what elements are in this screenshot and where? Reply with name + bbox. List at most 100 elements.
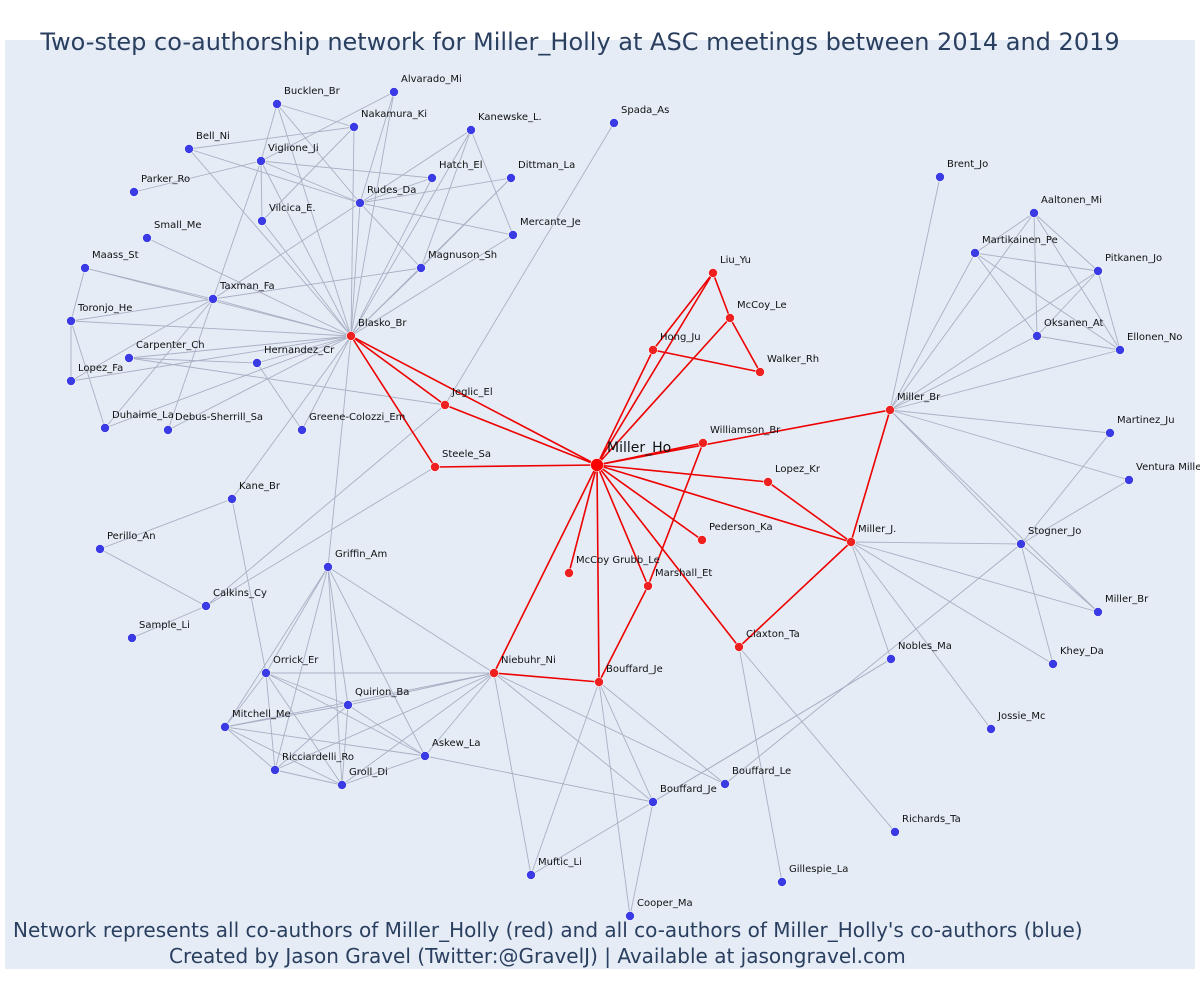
node-askew_la[interactable] bbox=[420, 751, 430, 761]
node-bell_ni[interactable] bbox=[184, 144, 194, 154]
edge-blasko_br-small_me bbox=[146, 237, 352, 337]
edge-groll_di-niebuhr_ni bbox=[341, 672, 495, 786]
edge-miller_br1-ellonen_no bbox=[889, 349, 1121, 411]
node-richards_ta[interactable] bbox=[890, 827, 900, 837]
node-aaltonen_mi[interactable] bbox=[1029, 208, 1039, 218]
edge-mitchell_me-niebuhr_ni bbox=[224, 672, 495, 728]
node-ellonen_no[interactable] bbox=[1115, 345, 1125, 355]
node-liu_yu[interactable] bbox=[708, 268, 718, 278]
node-bucklen_br[interactable] bbox=[272, 99, 282, 109]
node-bouffard_le[interactable] bbox=[720, 779, 730, 789]
edge-blasko_br-bucklen_br bbox=[276, 103, 352, 337]
node-walker_rh[interactable] bbox=[755, 367, 765, 377]
node-groll_di[interactable] bbox=[337, 780, 347, 790]
edge-mccoy_le-walker_rh bbox=[729, 317, 761, 373]
node-parker_ro[interactable] bbox=[129, 187, 139, 197]
edge-blasko_br-griffin_am bbox=[327, 335, 352, 568]
node-perillo_an[interactable] bbox=[95, 544, 105, 554]
node-miller_j[interactable] bbox=[846, 537, 856, 547]
node-hernandez_cr[interactable] bbox=[252, 358, 262, 368]
node-mccoy_le[interactable] bbox=[725, 313, 735, 323]
node-kane_br[interactable] bbox=[227, 494, 237, 504]
node-label-mccoygrubb_le: McCoy Grubb_Le bbox=[576, 555, 660, 566]
node-marshall_et[interactable] bbox=[643, 581, 653, 591]
node-miller_br1[interactable] bbox=[885, 405, 895, 415]
node-lopez_kr[interactable] bbox=[763, 477, 773, 487]
node-quirion_ba[interactable] bbox=[343, 700, 353, 710]
node-niebuhr_ni[interactable] bbox=[489, 668, 499, 678]
node-viglione_ji[interactable] bbox=[256, 156, 266, 166]
node-kanewske_l[interactable] bbox=[466, 125, 476, 135]
node-khey_da[interactable] bbox=[1048, 659, 1058, 669]
node-duhaime_la[interactable] bbox=[100, 423, 110, 433]
node-jeglic_el[interactable] bbox=[440, 400, 450, 410]
node-label-brent_jo: Brent_Jo bbox=[947, 159, 988, 170]
edge-niebuhr_ni-bouffard_le bbox=[493, 672, 726, 785]
node-mitchell_me[interactable] bbox=[220, 722, 230, 732]
node-dittman_la[interactable] bbox=[506, 173, 516, 183]
node-nobles_ma[interactable] bbox=[886, 654, 896, 664]
node-taxman_fa[interactable] bbox=[208, 294, 218, 304]
node-hong_ju[interactable] bbox=[648, 345, 658, 355]
edge-claxton_ta-gillespie_la bbox=[738, 646, 783, 883]
node-pitkanen_jo[interactable] bbox=[1093, 266, 1103, 276]
node-brent_jo[interactable] bbox=[935, 172, 945, 182]
node-mercante_je[interactable] bbox=[508, 230, 518, 240]
node-calkins_cy[interactable] bbox=[201, 601, 211, 611]
edge-mitchell_me-ricciardelli_ro bbox=[224, 726, 276, 771]
node-label-pederson_ka: Pederson_Ka bbox=[709, 522, 773, 533]
node-hatch_el[interactable] bbox=[427, 173, 437, 183]
node-jossie_mc[interactable] bbox=[986, 724, 996, 734]
node-rudes_da[interactable] bbox=[355, 198, 365, 208]
node-label-oksanen_at: Oksanen_At bbox=[1044, 318, 1103, 329]
node-oksanen_at[interactable] bbox=[1032, 331, 1042, 341]
node-blasko_br[interactable] bbox=[346, 331, 356, 341]
node-williamson_br[interactable] bbox=[698, 438, 708, 448]
edge-liu_yu-mccoy_le bbox=[712, 272, 731, 319]
node-griffin_am[interactable] bbox=[323, 562, 333, 572]
edge-griffin_am-mitchell_me bbox=[224, 566, 329, 728]
node-greenecolozzi_em[interactable] bbox=[297, 425, 307, 435]
node-nakamura_ki[interactable] bbox=[349, 122, 359, 132]
node-bouffard_je1[interactable] bbox=[594, 677, 604, 687]
node-steele_sa[interactable] bbox=[430, 462, 440, 472]
node-toronjo_he[interactable] bbox=[66, 316, 76, 326]
edge-aaltonen_mi-oksanen_at bbox=[1033, 212, 1038, 337]
edge-griffin_am-ricciardelli_ro bbox=[274, 566, 329, 771]
edge-askew_la-groll_di bbox=[341, 755, 426, 786]
edge-dittman_la-magnuson_sh bbox=[420, 177, 512, 269]
edge-magnuson_sh-taxman_fa bbox=[212, 267, 422, 300]
node-debussherrill_sa[interactable] bbox=[163, 425, 173, 435]
node-orrick_er[interactable] bbox=[261, 668, 271, 678]
edge-miller_br1-martikainen_pe bbox=[889, 252, 976, 411]
footer-credit: Created by Jason Gravel (Twitter:@Gravel… bbox=[169, 944, 906, 968]
node-pederson_ka[interactable] bbox=[697, 535, 707, 545]
edge-miller_j-jossie_mc bbox=[850, 541, 992, 730]
node-small_me[interactable] bbox=[142, 233, 152, 243]
node-cooper_ma[interactable] bbox=[625, 911, 635, 921]
node-miller_ho[interactable] bbox=[590, 458, 604, 472]
node-miller_br2[interactable] bbox=[1093, 607, 1103, 617]
node-bouffard_je2[interactable] bbox=[648, 797, 658, 807]
node-ricciardelli_ro[interactable] bbox=[270, 765, 280, 775]
node-ventura_miller[interactable] bbox=[1124, 475, 1134, 485]
node-sample_li[interactable] bbox=[127, 633, 137, 643]
edge-martikainen_pe-pitkanen_jo bbox=[974, 252, 1099, 272]
node-carpenter_ch[interactable] bbox=[124, 353, 134, 363]
node-magnuson_sh[interactable] bbox=[416, 263, 426, 273]
node-label-magnuson_sh: Magnuson_Sh bbox=[428, 250, 497, 261]
node-gillespie_la[interactable] bbox=[777, 877, 787, 887]
node-martikainen_pe[interactable] bbox=[970, 248, 980, 258]
node-alvarado_mi[interactable] bbox=[389, 87, 399, 97]
node-spada_as[interactable] bbox=[609, 118, 619, 128]
node-mufticli[interactable] bbox=[526, 870, 536, 880]
node-mccoygrubb_le[interactable] bbox=[564, 568, 574, 578]
node-claxton_ta[interactable] bbox=[734, 642, 744, 652]
node-lopez_fa[interactable] bbox=[66, 376, 76, 386]
edge-mitchell_me-askew_la bbox=[224, 726, 426, 757]
edge-viglione_ji-hatch_el bbox=[260, 160, 433, 179]
node-martinez_ju[interactable] bbox=[1105, 428, 1115, 438]
node-stogner_jo[interactable] bbox=[1016, 539, 1026, 549]
node-vilcica_e[interactable] bbox=[257, 216, 267, 226]
node-maass_st[interactable] bbox=[80, 263, 90, 273]
